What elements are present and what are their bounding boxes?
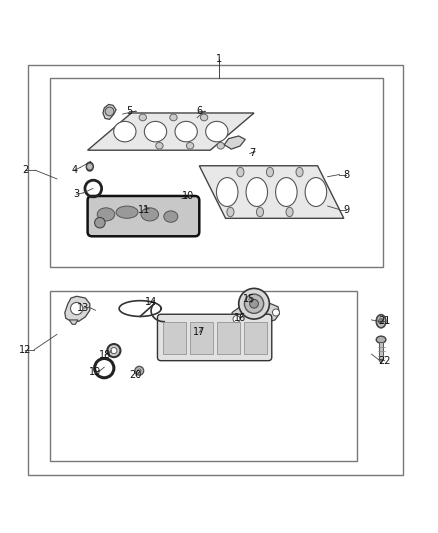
Circle shape [105, 107, 114, 116]
Circle shape [272, 309, 279, 316]
Text: 17: 17 [193, 327, 205, 337]
Ellipse shape [145, 122, 166, 142]
Ellipse shape [296, 167, 303, 177]
Ellipse shape [216, 177, 238, 206]
FancyBboxPatch shape [88, 196, 199, 236]
Circle shape [239, 288, 269, 319]
Circle shape [135, 366, 144, 375]
Bar [190, 322, 213, 354]
Ellipse shape [246, 177, 268, 206]
Bar [379, 342, 383, 359]
Bar [50, 78, 383, 266]
Bar [28, 65, 403, 474]
Bar [244, 322, 267, 354]
Text: 18: 18 [99, 350, 111, 360]
Polygon shape [69, 320, 78, 324]
Ellipse shape [139, 114, 146, 121]
Ellipse shape [286, 207, 293, 217]
Text: 4: 4 [71, 165, 78, 175]
Ellipse shape [237, 167, 244, 177]
Polygon shape [199, 166, 344, 219]
Ellipse shape [206, 122, 228, 142]
Circle shape [244, 294, 264, 313]
Polygon shape [65, 296, 90, 321]
Ellipse shape [156, 142, 163, 149]
Ellipse shape [86, 162, 93, 171]
Text: 16: 16 [234, 313, 246, 323]
Circle shape [87, 164, 93, 169]
Ellipse shape [257, 207, 264, 217]
Ellipse shape [187, 142, 194, 149]
Polygon shape [224, 136, 245, 149]
Ellipse shape [227, 207, 234, 217]
Text: 13: 13 [77, 303, 89, 313]
Ellipse shape [114, 122, 136, 142]
Circle shape [71, 302, 83, 314]
Ellipse shape [276, 177, 297, 206]
Polygon shape [232, 302, 279, 327]
Polygon shape [379, 359, 383, 364]
Ellipse shape [170, 114, 177, 121]
Text: 14: 14 [145, 296, 157, 306]
Ellipse shape [266, 167, 273, 177]
Ellipse shape [141, 208, 159, 221]
Bar [217, 322, 240, 354]
Text: 12: 12 [19, 345, 32, 355]
Text: 15: 15 [243, 294, 255, 304]
FancyBboxPatch shape [157, 314, 272, 361]
Polygon shape [103, 104, 116, 119]
Text: 22: 22 [378, 356, 391, 366]
Text: 1: 1 [216, 54, 222, 64]
Circle shape [138, 369, 141, 373]
Ellipse shape [376, 336, 386, 343]
Circle shape [107, 344, 120, 357]
Text: 10: 10 [182, 190, 194, 200]
Polygon shape [88, 113, 254, 150]
Bar [163, 322, 187, 354]
Text: 19: 19 [89, 367, 102, 377]
Circle shape [378, 319, 384, 324]
Text: 11: 11 [138, 205, 151, 215]
Ellipse shape [217, 142, 224, 149]
Circle shape [95, 217, 105, 228]
Ellipse shape [376, 314, 386, 328]
Text: 8: 8 [343, 169, 349, 180]
Ellipse shape [305, 177, 327, 206]
Ellipse shape [201, 114, 208, 121]
Ellipse shape [164, 211, 178, 222]
Circle shape [111, 348, 117, 354]
Text: 3: 3 [74, 189, 80, 199]
Text: 9: 9 [343, 205, 349, 215]
Text: 6: 6 [196, 106, 202, 116]
Ellipse shape [116, 206, 138, 219]
Ellipse shape [175, 122, 197, 142]
Circle shape [250, 300, 258, 308]
Bar [50, 290, 357, 462]
Text: 7: 7 [249, 148, 255, 158]
Ellipse shape [97, 208, 115, 221]
Text: 5: 5 [126, 106, 132, 116]
Text: 2: 2 [22, 165, 28, 175]
Text: 20: 20 [130, 370, 142, 380]
Text: 21: 21 [378, 316, 391, 326]
Circle shape [233, 316, 240, 322]
